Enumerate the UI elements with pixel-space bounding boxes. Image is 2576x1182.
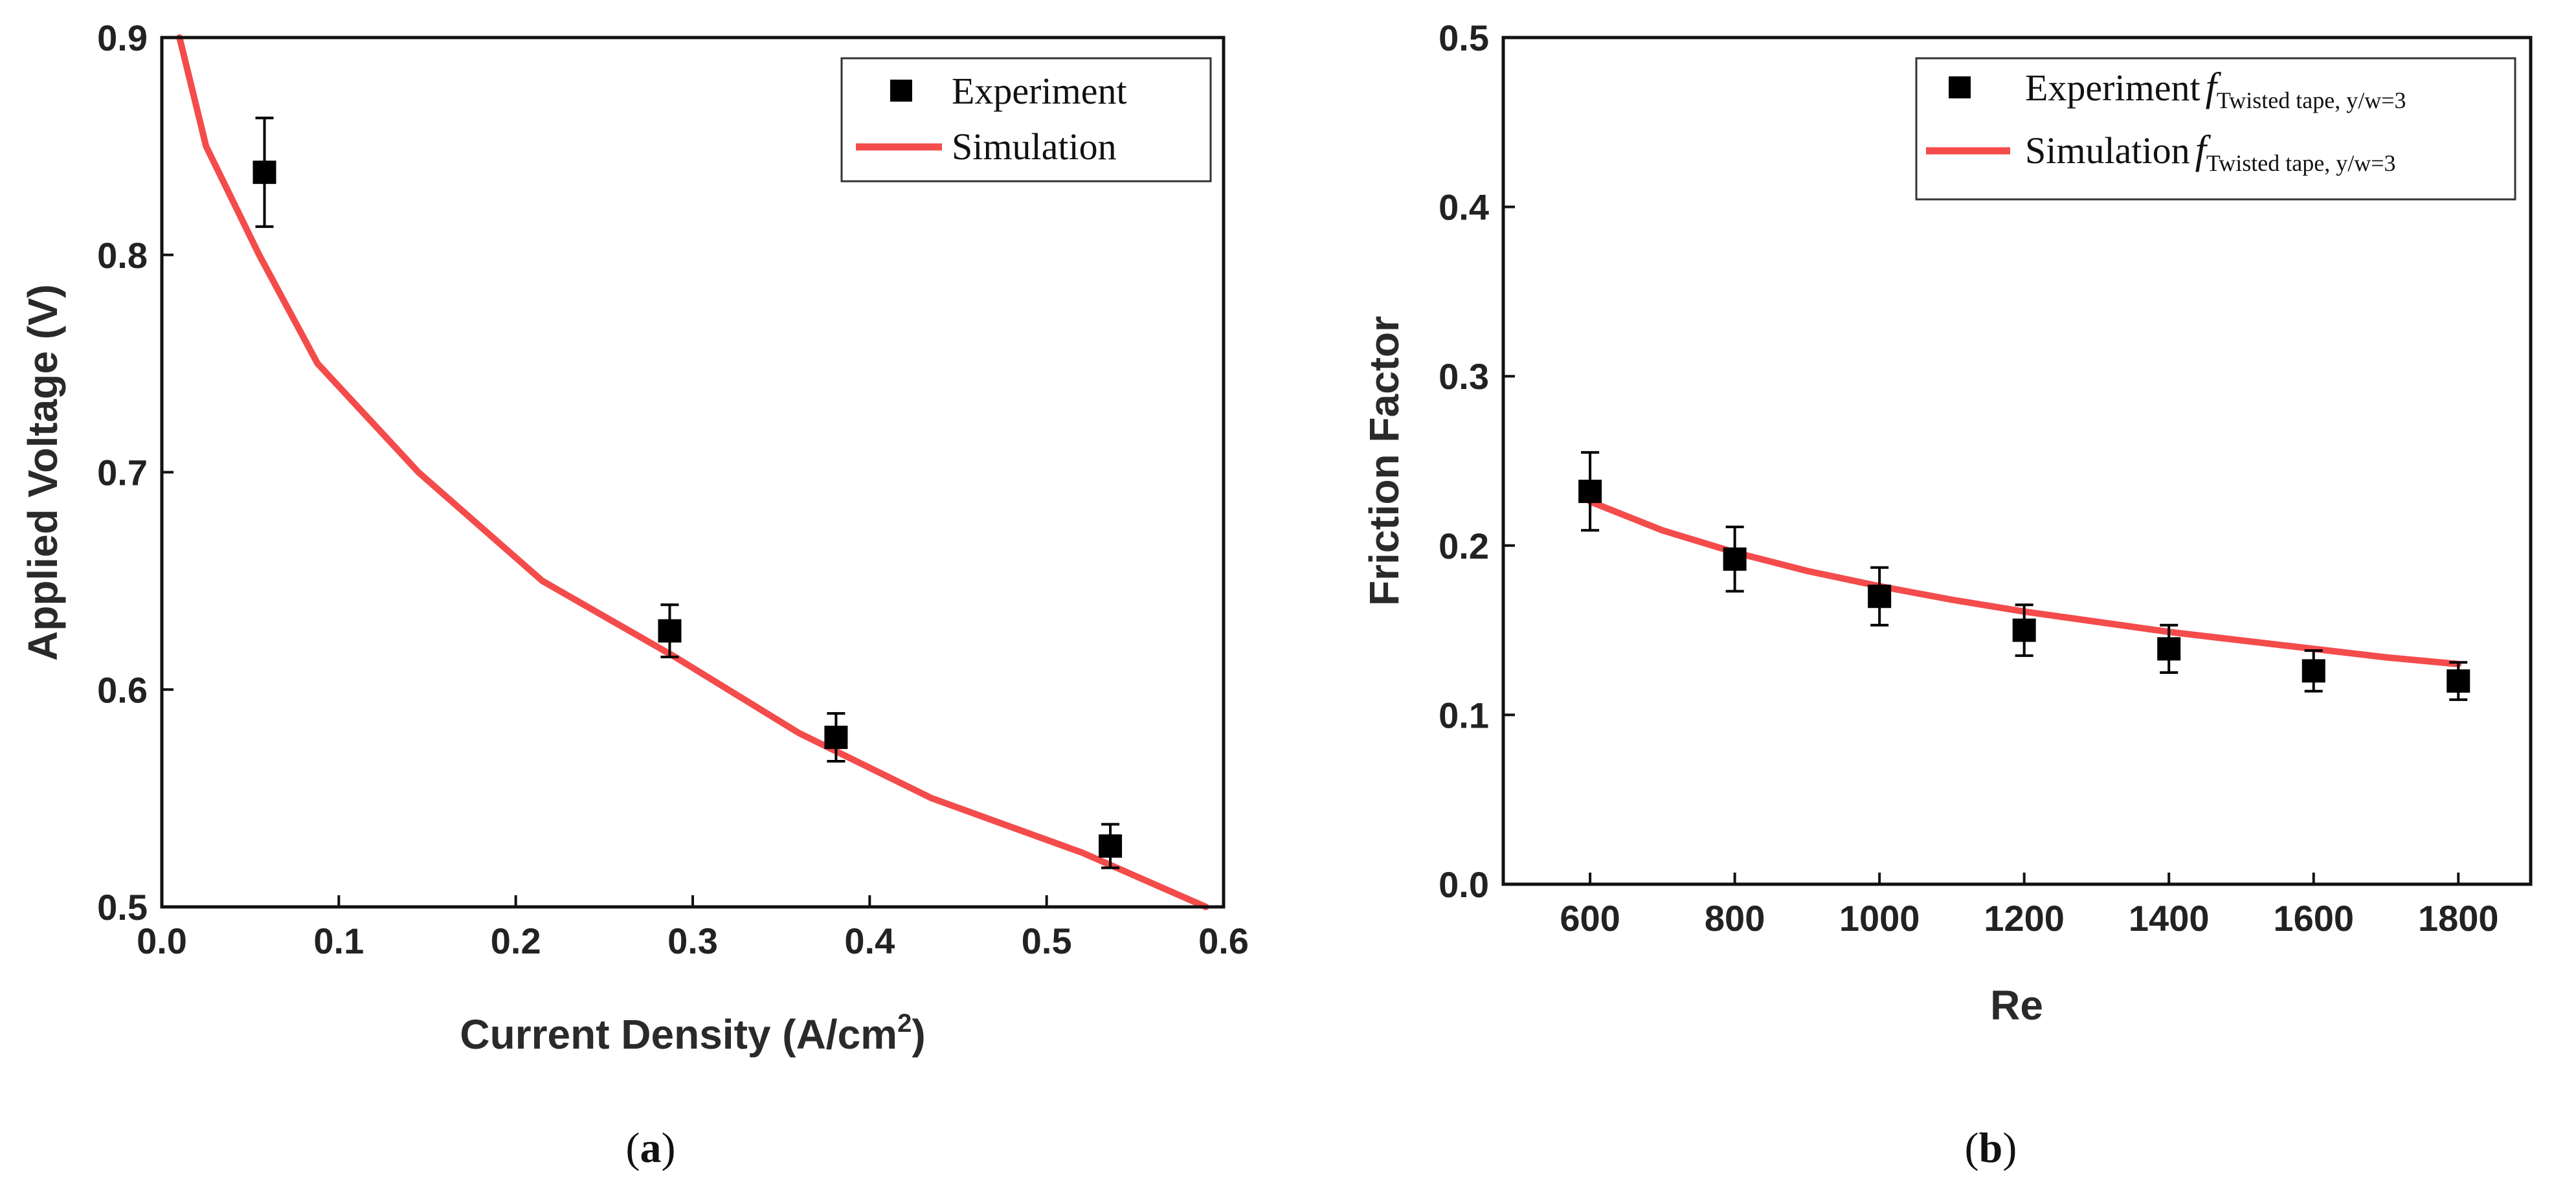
panel-a-y-tick-label: 0.9 <box>97 17 148 58</box>
panel-a-experiment-marker <box>252 161 276 184</box>
panel-a-x-tick-label: 0.6 <box>1198 920 1249 961</box>
panel-b-experiment-point <box>1578 451 1602 532</box>
panel-b-x-tick-label: 800 <box>1705 898 1765 939</box>
panel-a-simulation-line <box>176 34 1209 910</box>
panel-a-x-tick-label: 0.2 <box>491 920 541 961</box>
panel-a-y-tick-label: 0.6 <box>97 669 148 710</box>
panel-b-experiment-point <box>2012 603 2036 657</box>
panel-a-y-axis-label: Applied Voltage (V) <box>19 284 66 661</box>
panel-b-x-tick-label: 1800 <box>2418 898 2499 939</box>
panel-b-experiment-point <box>2157 623 2181 674</box>
panel-b-y-tick-label: 0.1 <box>1439 695 1489 735</box>
panel-b-experiment-point <box>2447 661 2470 701</box>
panel-a-legend-simulation: Simulation <box>952 126 1117 168</box>
panel-b-plot-frame <box>1501 36 2533 886</box>
panel-a-caption: (a) <box>626 1124 676 1172</box>
panel-b-experiment-marker <box>2447 669 2470 693</box>
panel-b-y-tick-label: 0.3 <box>1439 356 1489 397</box>
panel-a-experiment-marker <box>658 619 682 643</box>
panel-a-x-tick-label: 0.5 <box>1022 920 1072 961</box>
panel-a-y-tick-label: 0.7 <box>97 452 148 493</box>
panel-a-x-tick-label: 0.0 <box>137 920 187 961</box>
panel-a-y-tick-label: 0.8 <box>97 235 148 276</box>
panel-a-y-tick-label: 0.5 <box>97 887 148 928</box>
panel-b-legend-simulation: Simulation fTwisted tape, y/w=3 <box>2025 128 2396 176</box>
panel-b-experiment-marker <box>2012 618 2036 642</box>
panel-b-experiment-marker <box>2157 637 2181 661</box>
panel-b-legend: Experiment fTwisted tape, y/w=3 Simulatio… <box>1915 57 2516 201</box>
panel-b-caption: (b) <box>1965 1124 2017 1172</box>
panel-a-experiment-point <box>1099 823 1123 869</box>
panel-b-legend-box <box>1915 57 2516 201</box>
panel-a-x-tick-label: 0.1 <box>313 920 364 961</box>
panel-b-x-axis-label: Re <box>1990 982 2043 1029</box>
panel-a-legend: Experiment Simulation <box>840 57 1212 183</box>
panel-b-experiment-marker <box>2302 659 2325 683</box>
panel-a-legend-square-marker <box>890 80 912 102</box>
panel-b-experiment-marker <box>1723 547 1747 571</box>
panel-a-chart: 0.0 0.1 0.2 0.3 0.4 0.5 0.6 0.5 0.6 0.7 0.8 0.9 Cur… <box>19 17 1249 1172</box>
panel-b-x-tick-label: 1000 <box>1839 898 1920 939</box>
panel-b-chart: 600 800 1000 1200 1400 1600 1800 0.0 0.1 0.2 0.3 0.… <box>1361 17 2533 1172</box>
panel-a-experiment-marker <box>1099 834 1123 858</box>
panel-b-x-tick-label: 1600 <box>2273 898 2354 939</box>
panel-a-x-axis-label: Current Density (A/cm2) <box>460 1009 925 1058</box>
panel-b-y-tick-label: 0.2 <box>1439 526 1489 566</box>
panel-a-experiment-point <box>658 603 682 658</box>
panel-b-x-tick-label: 1200 <box>1984 898 2065 939</box>
panel-a-legend-experiment: Experiment <box>952 70 1127 112</box>
panel-b-y-tick-label: 0.5 <box>1439 17 1489 58</box>
panel-b-experiment-point <box>1723 526 1747 593</box>
panel-b-experiment-marker <box>1868 585 1892 608</box>
panel-a-experiment-marker <box>824 726 848 750</box>
panel-a-legend-box <box>840 57 1212 183</box>
panel-b-x-tick-label: 1400 <box>2129 898 2210 939</box>
panel-b-experiment-point <box>1868 566 1892 627</box>
panel-b-legend-square-marker <box>1949 76 1971 98</box>
panel-b-legend-experiment: Experiment fTwisted tape, y/w=3 <box>2025 65 2406 113</box>
panel-b-y-tick-label: 0.0 <box>1439 864 1489 905</box>
panel-a-x-tick-label: 0.4 <box>844 920 895 961</box>
panel-b-y-tick-label: 0.4 <box>1439 187 1489 228</box>
panel-b-experiment-marker <box>1578 480 1602 504</box>
panel-a-experiment-point <box>252 117 276 229</box>
panel-b-x-tick-label: 600 <box>1560 898 1620 939</box>
panel-b-y-axis-label: Friction Factor <box>1361 316 1407 606</box>
panel-b-experiment-point <box>2302 649 2325 693</box>
panel-a-x-tick-label: 0.3 <box>667 920 718 961</box>
panel-a-experiment-point <box>824 712 848 763</box>
